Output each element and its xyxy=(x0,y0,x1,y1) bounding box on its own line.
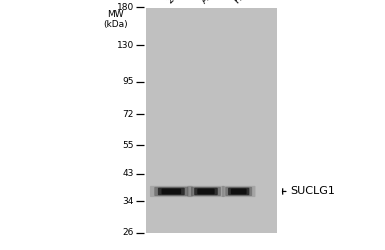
FancyBboxPatch shape xyxy=(150,186,193,197)
FancyBboxPatch shape xyxy=(154,187,188,196)
Text: 34: 34 xyxy=(122,197,134,206)
Text: 95: 95 xyxy=(122,77,134,86)
FancyBboxPatch shape xyxy=(194,188,218,195)
Text: 72: 72 xyxy=(122,110,134,118)
Text: 26: 26 xyxy=(122,228,134,237)
Text: 55: 55 xyxy=(122,141,134,150)
FancyBboxPatch shape xyxy=(162,188,181,194)
Bar xyxy=(146,8,277,232)
FancyBboxPatch shape xyxy=(158,188,185,195)
Text: A431: A431 xyxy=(199,0,223,5)
Text: HeLa: HeLa xyxy=(232,0,256,5)
Text: MW
(kDa): MW (kDa) xyxy=(103,10,128,29)
FancyBboxPatch shape xyxy=(225,187,252,196)
Text: 180: 180 xyxy=(117,3,134,12)
FancyBboxPatch shape xyxy=(198,188,215,194)
Text: 43: 43 xyxy=(122,170,134,178)
FancyBboxPatch shape xyxy=(222,186,256,197)
Text: 130: 130 xyxy=(117,41,134,50)
FancyBboxPatch shape xyxy=(228,188,249,195)
FancyBboxPatch shape xyxy=(187,186,225,197)
Text: 293T: 293T xyxy=(165,0,188,5)
Text: SUCLG1: SUCLG1 xyxy=(291,186,336,196)
FancyBboxPatch shape xyxy=(231,188,246,194)
FancyBboxPatch shape xyxy=(191,187,221,196)
